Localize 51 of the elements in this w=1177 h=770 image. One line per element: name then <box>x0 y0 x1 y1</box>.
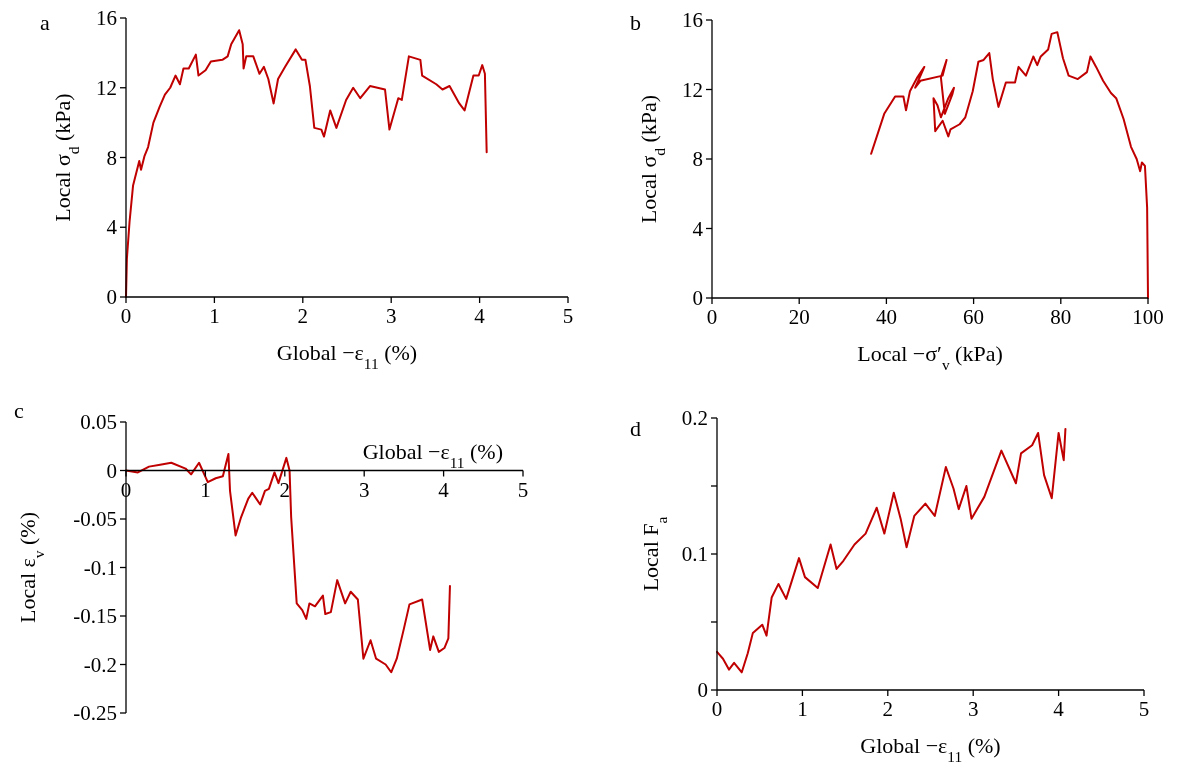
line-series <box>870 31 1149 299</box>
x-axis-title: Global −ε$_{11}$ (%) <box>362 438 503 470</box>
x-tick-label: 1 <box>797 697 808 721</box>
x-tick-label: 4 <box>438 477 450 502</box>
x-tick-label: 5 <box>517 477 529 502</box>
chart-title: b <box>630 10 641 35</box>
y-tick-label: 0 <box>697 678 708 702</box>
line-series <box>716 427 1067 674</box>
y-tick-label: 0 <box>692 286 703 310</box>
x-tick-label: 5 <box>562 304 574 328</box>
y-tick-label: 8 <box>692 147 703 171</box>
y-tick-label: 8 <box>106 145 117 170</box>
x-tick-label: 4 <box>1053 697 1065 721</box>
x-tick-label: 100 <box>1132 305 1164 329</box>
x-axis-title: Global −ε$_{11}$ (%) <box>276 340 418 372</box>
y-tick-label: 0.05 <box>80 410 117 434</box>
y-tick-label: 0 <box>106 458 117 483</box>
x-tick-label: 2 <box>297 304 309 328</box>
x-tick-label: 3 <box>358 477 370 502</box>
x-tick-label: 80 <box>1050 305 1072 329</box>
x-tick-label: 0 <box>711 697 723 721</box>
y-tick-label: 16 <box>682 8 703 32</box>
x-axis-title: Local −σ′$_{v}$ (kPa) <box>857 341 1003 373</box>
chart-title: a <box>40 10 50 35</box>
y-tick-label: 16 <box>96 6 117 30</box>
y-tick-label: 0.2 <box>681 406 708 430</box>
x-tick-label: 60 <box>963 305 985 329</box>
y-tick-label: 12 <box>682 77 703 102</box>
y-tick-label: 4 <box>106 215 118 240</box>
y-tick-label: -0.1 <box>83 555 117 580</box>
x-tick-label: 5 <box>1138 697 1150 721</box>
y-tick-label: -0.05 <box>73 507 117 531</box>
y-tick-label: 12 <box>96 75 117 100</box>
x-tick-label: 1 <box>209 304 220 328</box>
x-tick-label: 3 <box>967 697 979 721</box>
y-tick-label: -0.15 <box>73 604 117 628</box>
x-tick-label: 1 <box>200 477 211 502</box>
x-tick-label: 2 <box>279 477 291 502</box>
y-tick-label: 0.1 <box>681 542 708 566</box>
y-tick-label: 4 <box>692 216 704 241</box>
chart-title: d <box>630 416 641 441</box>
x-tick-label: 2 <box>882 697 894 721</box>
x-axis-title: Global −ε$_{11}$ (%) <box>860 733 1001 765</box>
x-tick-label: 20 <box>788 305 810 329</box>
x-tick-label: 3 <box>385 304 397 328</box>
y-tick-label: -0.25 <box>73 701 117 725</box>
y-tick-label: 0 <box>106 285 117 309</box>
y-tick-label: -0.2 <box>83 652 117 677</box>
x-tick-label: 4 <box>474 304 486 328</box>
chart-title: c <box>14 398 24 423</box>
x-tick-label: 40 <box>875 305 897 329</box>
